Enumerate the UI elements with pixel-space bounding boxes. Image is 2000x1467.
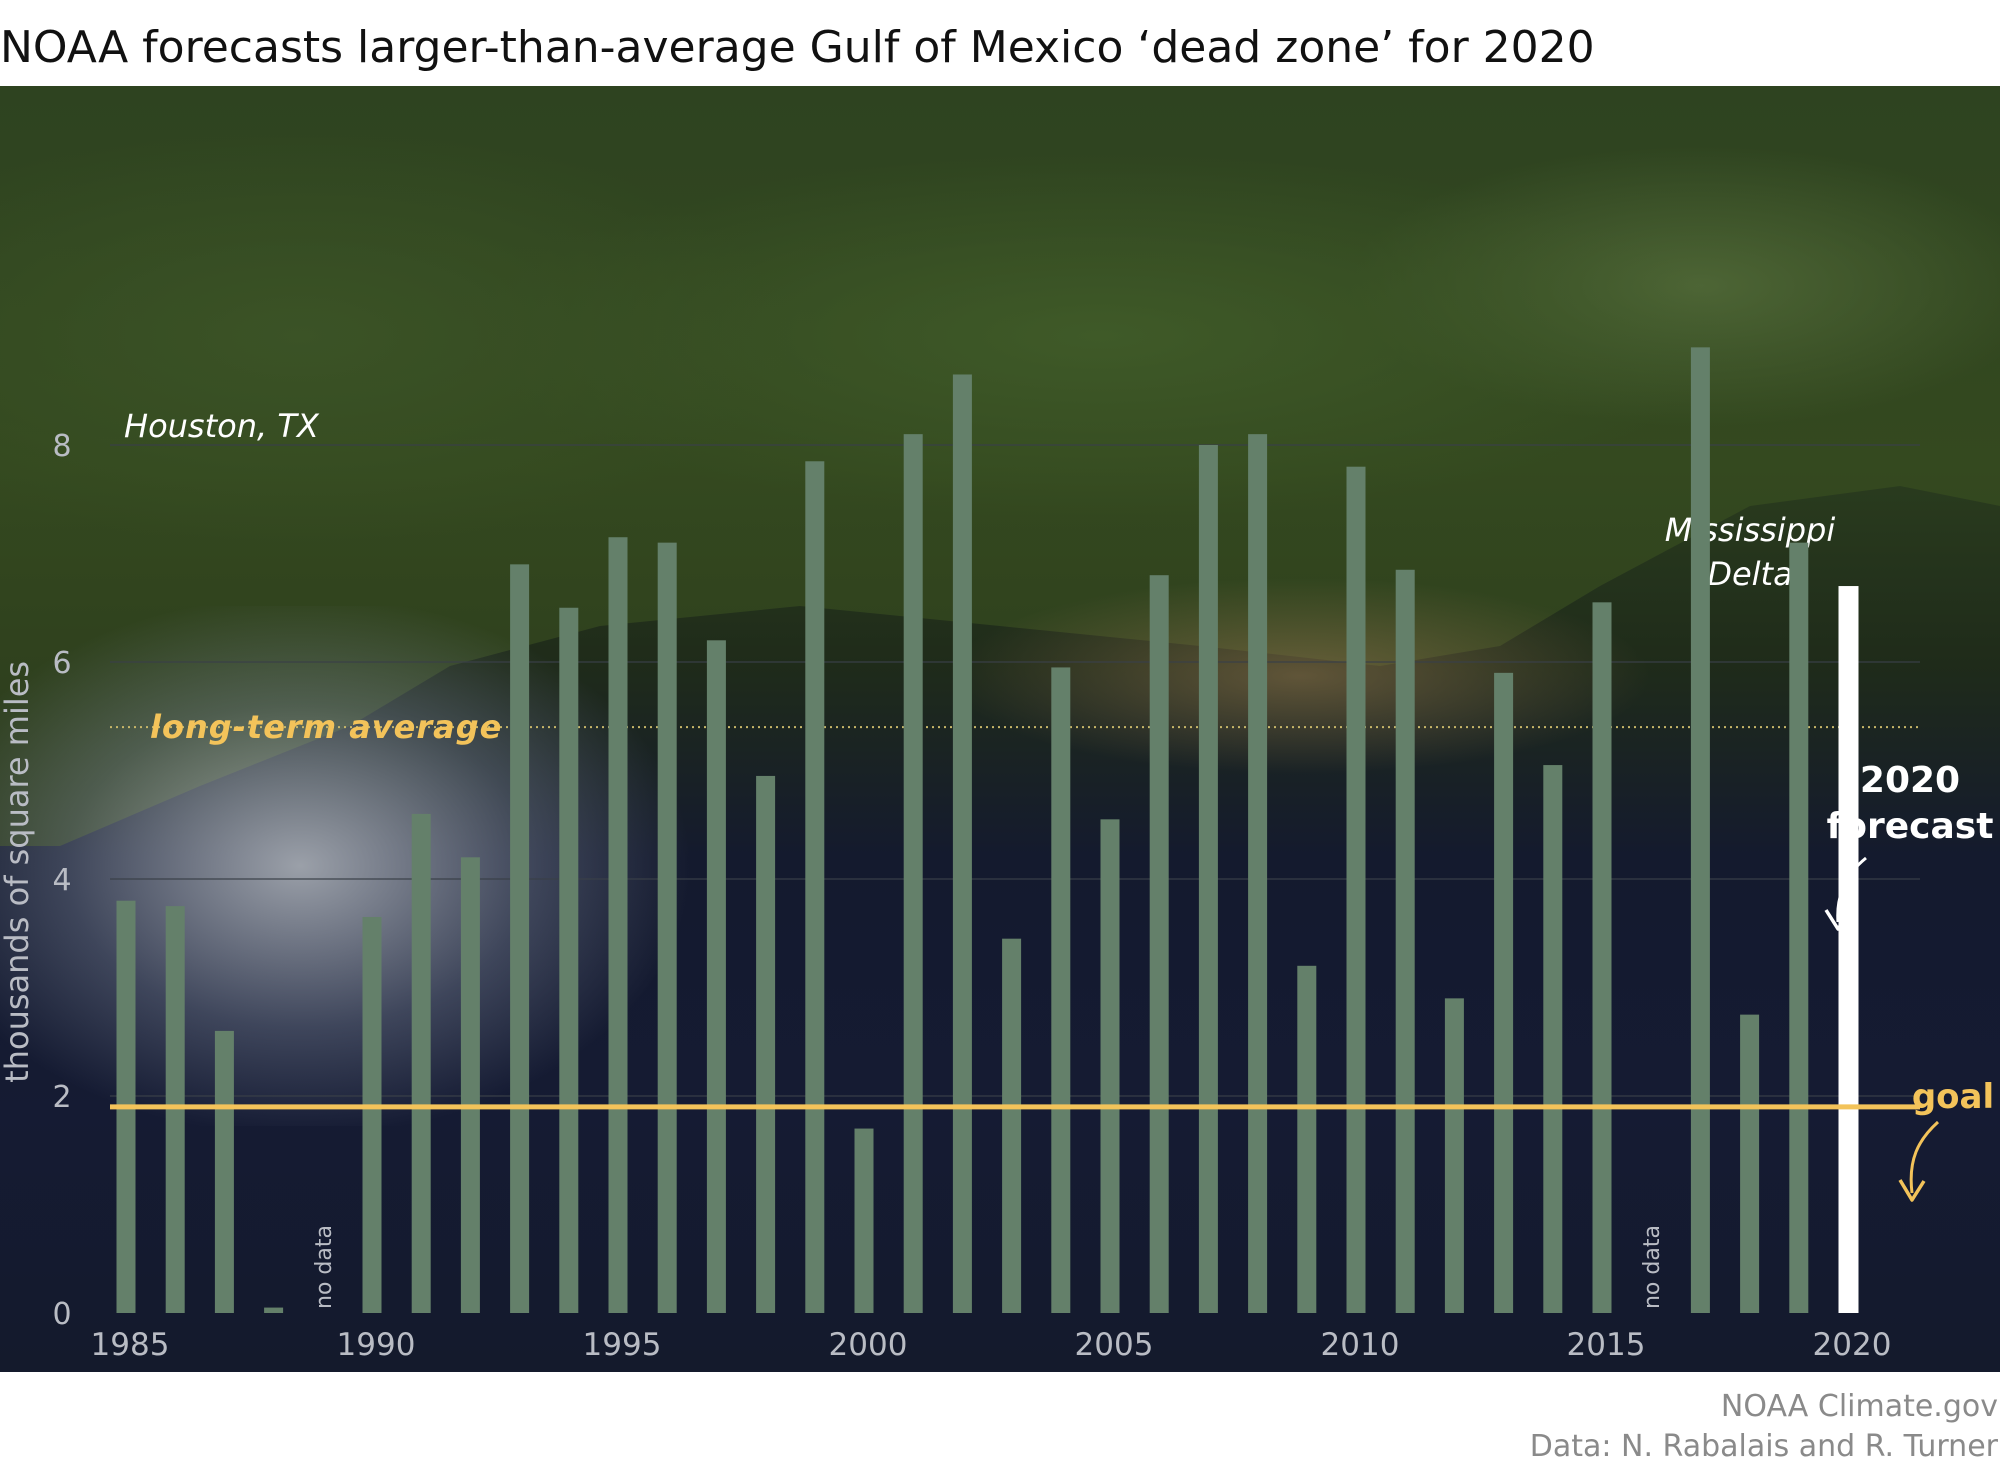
x-tick-label-2000: 2000 (829, 1327, 908, 1363)
bar-2010 (1346, 466, 1366, 1313)
axes: 0 2 4 6 8 thousands of square miles 1985 1990 19… (0, 429, 1891, 1363)
no-data-label-2016: no data (1640, 1225, 1665, 1309)
x-tick-label-2020: 2020 (1813, 1327, 1892, 1363)
y-tick-label-6: 6 (52, 646, 71, 681)
bar-2001 (903, 434, 923, 1313)
bar-2002 (952, 374, 972, 1314)
forecast-label-year: 2020 (1860, 760, 1960, 801)
bar-1986 (165, 906, 185, 1313)
bar-1991 (411, 813, 431, 1313)
forecast-arrowhead (1824, 909, 1852, 931)
long-term-average-label: long-term average (150, 708, 502, 746)
bar-1993 (510, 564, 530, 1313)
bar-1995 (608, 537, 628, 1313)
y-axis-title: thousands of square miles (0, 661, 36, 1083)
credit-data: Data: N. Rabalais and R. Turner (1529, 1429, 1998, 1464)
bar-2014 (1543, 765, 1563, 1313)
x-tick-label-2015: 2015 (1567, 1327, 1646, 1363)
credit-source: NOAA Climate.gov (1720, 1389, 1998, 1424)
y-tick-label-4: 4 (52, 863, 71, 898)
bar-2003 (1002, 938, 1022, 1313)
goal-arrow (1909, 1120, 1940, 1194)
forecast-arrow (1836, 856, 1867, 923)
bar-2000 (854, 1128, 874, 1313)
x-tick-label-1995: 1995 (583, 1327, 662, 1363)
bar-2007 (1198, 445, 1218, 1313)
bar-1992 (460, 857, 480, 1313)
bars (116, 347, 1859, 1314)
goal-label: goal (1912, 1077, 1994, 1117)
bar-1988 (264, 1307, 284, 1313)
y-tick-label-2: 2 (52, 1080, 71, 1115)
bar-1994 (559, 607, 579, 1313)
bar-2018 (1740, 1014, 1760, 1313)
bar-2008 (1248, 434, 1268, 1313)
no-data-label-1989: no data (312, 1225, 337, 1309)
bar-1998 (756, 775, 776, 1313)
goal-line-group: goal (110, 1077, 1994, 1202)
annotations: no data no data 2020 forecast (312, 760, 1994, 1309)
forecast-label-text: forecast (1827, 806, 1994, 847)
bar-2013 (1494, 672, 1514, 1313)
y-tick-label-8: 8 (52, 429, 71, 464)
x-tick-label-1985: 1985 (91, 1327, 170, 1363)
y-tick-label-0: 0 (52, 1297, 71, 1332)
bar-1997 (706, 640, 726, 1313)
bar-2005 (1100, 819, 1120, 1313)
bar-2017 (1690, 347, 1710, 1314)
bar-2011 (1395, 569, 1415, 1313)
houston-label: Houston, TX (124, 407, 319, 445)
bar-2012 (1444, 998, 1464, 1313)
x-tick-label-2010: 2010 (1321, 1327, 1400, 1363)
bar-2009 (1297, 965, 1317, 1313)
long-term-average: long-term average (110, 708, 1920, 746)
bar-2004 (1051, 667, 1071, 1313)
bar-2019 (1789, 542, 1809, 1313)
forecast-bar-2020 (1838, 586, 1859, 1313)
x-tick-label-1990: 1990 (337, 1327, 416, 1363)
bar-1987 (214, 1030, 234, 1313)
bar-2015 (1592, 602, 1612, 1313)
delta-label-line2: Delta (1707, 555, 1793, 593)
credits: NOAA Climate.gov Data: N. Rabalais and R… (1530, 1387, 1998, 1467)
goal-arrowhead (1898, 1179, 1926, 1202)
x-tick-label-2005: 2005 (1075, 1327, 1154, 1363)
bar-1999 (805, 461, 825, 1313)
bar-2006 (1149, 575, 1169, 1313)
bar-1990 (362, 916, 382, 1313)
page-title: NOAA forecasts larger-than-average Gulf … (0, 22, 1595, 73)
bar-1996 (657, 542, 677, 1313)
